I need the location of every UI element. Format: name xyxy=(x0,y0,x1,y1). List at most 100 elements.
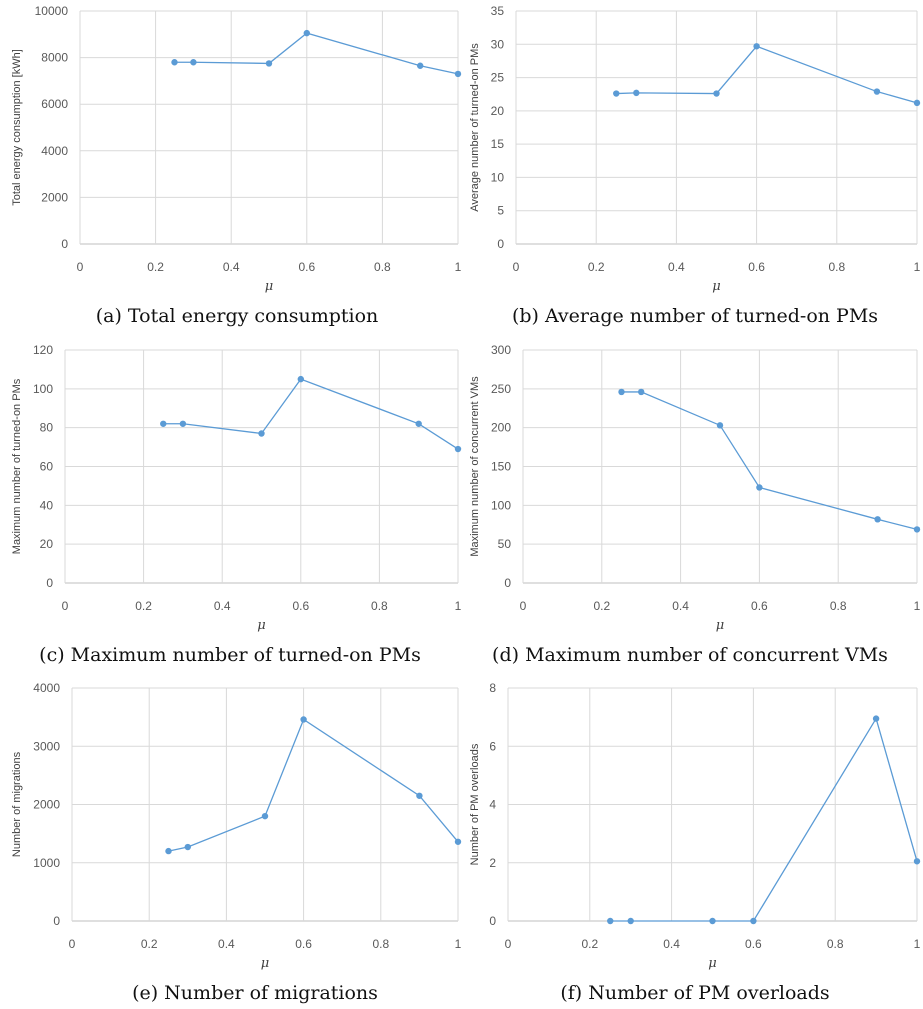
data-point xyxy=(258,430,265,437)
data-point xyxy=(874,516,881,523)
chart-panel-1: 0 5 10 15 20 25 30 35 0 0.2 0.4 0.6 0.8 1 Average numb… xyxy=(469,4,921,327)
y-tick-label: 20 xyxy=(491,104,505,118)
data-point xyxy=(713,90,720,97)
series-line xyxy=(610,716,918,922)
chart-panel-2: 0 20 40 60 80 100 120 0 0.2 0.4 0.6 0.8 1 Maximum num… xyxy=(11,343,462,666)
data-point xyxy=(265,60,273,67)
y-tick-label: 40 xyxy=(40,498,54,512)
y-tick-label: 2000 xyxy=(33,798,60,812)
y-axis-label: Number of migrations xyxy=(11,751,23,857)
y-tick-label: 0 xyxy=(61,237,68,251)
x-tick-label: 0.6 xyxy=(298,260,315,274)
y-axis-label: Average number of turned-on PMs xyxy=(469,43,481,212)
x-tick-label: 1 xyxy=(455,260,462,274)
data-point xyxy=(913,858,921,865)
x-tick-label: 0.4 xyxy=(214,599,231,613)
data-point xyxy=(261,812,269,820)
data-point xyxy=(171,59,178,66)
chart-panel-3: 0 50 100 150 200 250 300 0 0.2 0.4 0.6 0.8 1 Maximum … xyxy=(469,343,921,666)
y-tick-label: 0 xyxy=(504,576,511,590)
x-axis-label: μ xyxy=(261,956,269,971)
y-tick-label: 4 xyxy=(489,798,496,812)
x-tick-label: 1 xyxy=(455,599,462,613)
x-tick-label: 0.4 xyxy=(223,260,240,274)
y-axis-label: Total energy consumption [kWh] xyxy=(11,49,23,206)
x-tick-label: 0.2 xyxy=(135,599,152,613)
data-point xyxy=(417,62,424,69)
data-point xyxy=(913,526,921,533)
data-point xyxy=(638,388,645,396)
y-tick-label: 120 xyxy=(33,343,53,357)
y-tick-label: 15 xyxy=(491,137,505,151)
x-tick-label: 0.2 xyxy=(141,937,158,951)
chart-panel-0: 0 2000 4000 6000 8000 10000 0 0.2 0.4 0.6 0.8 1 Tota… xyxy=(11,4,462,327)
x-tick-label: 0.6 xyxy=(292,599,309,613)
data-point xyxy=(160,420,167,427)
y-tick-label: 8000 xyxy=(41,51,68,65)
y-tick-label: 0 xyxy=(489,914,496,928)
data-point xyxy=(454,445,462,453)
y-axis-label: Maximum number of turned-on PMs xyxy=(11,378,23,554)
chart-panel-4: 0 1000 2000 3000 4000 0 0.2 0.4 0.6 0.8 1 Number of… xyxy=(11,681,462,1004)
x-tick-label: 0.8 xyxy=(374,260,391,274)
x-tick-label: 0 xyxy=(77,260,84,274)
x-tick-label: 0.8 xyxy=(828,260,845,274)
x-tick-label: 0 xyxy=(62,599,69,613)
y-tick-label: 250 xyxy=(491,382,511,396)
data-point xyxy=(190,59,197,66)
x-tick-label: 1 xyxy=(455,937,462,951)
y-tick-label: 6000 xyxy=(41,97,68,111)
y-tick-label: 5 xyxy=(497,204,504,218)
x-tick-label: 0.6 xyxy=(295,937,312,951)
y-tick-label: 60 xyxy=(40,460,54,474)
y-tick-label: 30 xyxy=(491,37,505,51)
x-axis-label: μ xyxy=(712,279,720,294)
y-tick-label: 35 xyxy=(491,4,505,18)
y-tick-label: 100 xyxy=(491,498,511,512)
data-point xyxy=(756,484,763,491)
y-tick-label: 0 xyxy=(46,576,53,590)
y-axis-label: Number of PM overloads xyxy=(469,743,481,865)
y-tick-label: 10 xyxy=(491,170,505,184)
x-axis-label: μ xyxy=(265,279,273,294)
x-tick-label: 0.6 xyxy=(745,937,762,951)
y-tick-label: 25 xyxy=(491,71,505,85)
subfigure-caption: (f) Number of PM overloads xyxy=(560,982,829,1004)
x-tick-label: 1 xyxy=(914,260,921,274)
y-axis-label: Maximum number of concurrent VMs xyxy=(469,376,481,557)
x-tick-label: 0.8 xyxy=(371,599,388,613)
series-line xyxy=(163,378,459,450)
x-tick-label: 0.2 xyxy=(593,599,610,613)
data-point xyxy=(454,70,462,78)
x-tick-label: 0 xyxy=(520,599,527,613)
data-point xyxy=(872,715,880,722)
x-tick-label: 0.8 xyxy=(827,937,844,951)
y-tick-label: 150 xyxy=(491,460,511,474)
data-point xyxy=(165,847,172,855)
x-tick-label: 0.8 xyxy=(830,599,847,613)
subfigure-caption: (e) Number of migrations xyxy=(132,982,378,1004)
data-point xyxy=(750,917,757,925)
series-line xyxy=(174,32,459,75)
data-point xyxy=(184,843,191,851)
x-tick-label: 0.4 xyxy=(218,937,235,951)
y-tick-label: 3000 xyxy=(33,739,60,753)
x-tick-label: 0.8 xyxy=(372,937,389,951)
series-line xyxy=(616,45,918,104)
data-point xyxy=(297,375,304,383)
x-tick-label: 1 xyxy=(914,937,921,951)
data-point xyxy=(716,422,724,429)
data-point xyxy=(607,917,614,925)
data-point xyxy=(627,917,634,925)
data-point xyxy=(454,838,462,845)
y-tick-label: 4000 xyxy=(33,681,60,695)
x-tick-label: 0.2 xyxy=(147,260,164,274)
subfigure-caption: (c) Maximum number of turned-on PMs xyxy=(39,644,421,666)
y-tick-label: 8 xyxy=(489,681,496,695)
y-tick-label: 2 xyxy=(489,856,496,870)
y-tick-label: 300 xyxy=(491,343,511,357)
x-tick-label: 0.4 xyxy=(672,599,689,613)
x-axis-label: μ xyxy=(708,956,716,971)
y-tick-label: 50 xyxy=(498,537,512,551)
